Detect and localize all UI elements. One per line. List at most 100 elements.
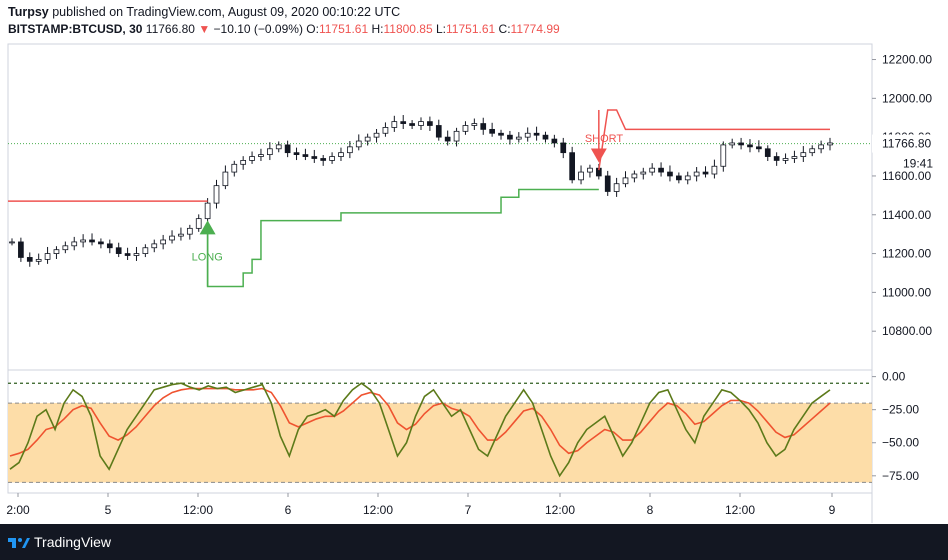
- publisher-name[interactable]: Turpsy: [8, 5, 49, 19]
- candle-body: [62, 245, 69, 251]
- x-tick-label: 6: [285, 503, 292, 517]
- candle-body: [18, 241, 24, 258]
- x-tick-label: 5: [105, 503, 112, 517]
- candle-body: [551, 138, 558, 144]
- candle-body: [533, 132, 540, 136]
- last-price-box: [872, 134, 948, 153]
- osc-zone: [8, 403, 872, 483]
- candle-body: [480, 123, 487, 130]
- candle-body: [498, 132, 504, 136]
- last-price: 11766.80: [145, 22, 195, 36]
- osc-tick-label: −75.00: [882, 469, 919, 483]
- candle-body: [809, 148, 816, 154]
- candle-body: [382, 127, 389, 134]
- x-tick-label: 2:00: [6, 503, 30, 517]
- candle-body: [711, 165, 718, 175]
- candle-body: [515, 136, 522, 140]
- candle-body: [400, 121, 407, 124]
- candle-body: [453, 130, 460, 142]
- candle-body: [391, 121, 398, 128]
- candle-body: [347, 146, 353, 154]
- long-stop-line: [206, 188, 599, 288]
- candle-body: [578, 171, 584, 181]
- candle-body: [693, 171, 700, 177]
- x-tick-label: 8: [647, 503, 654, 517]
- candle-body: [204, 202, 211, 220]
- high-value: 11800.85: [383, 22, 433, 36]
- candle-body: [258, 154, 264, 157]
- long-label: LONG: [192, 251, 223, 263]
- candle-body: [462, 125, 469, 132]
- candle-body: [115, 247, 122, 254]
- candle-body: [338, 152, 344, 157]
- candle-body: [124, 253, 131, 256]
- symbol-label[interactable]: BITSTAMP:BTCUSD, 30: [8, 22, 143, 36]
- candle-body: [800, 152, 807, 157]
- candle-body: [764, 148, 771, 157]
- price-tick-label: 10800.00: [882, 324, 932, 338]
- candle-body: [560, 142, 567, 154]
- x-tick-label: 12:00: [545, 503, 575, 517]
- candle-body: [676, 175, 682, 181]
- candle-body: [26, 257, 33, 262]
- candle-body: [373, 132, 380, 138]
- x-tick-label: 12:00: [183, 503, 213, 517]
- tradingview-brand[interactable]: TradingView: [34, 534, 112, 550]
- candle-body: [364, 136, 371, 142]
- price-chart[interactable]: 10800.00 11000.00 11200.00 11400.00 11600.00…: [0, 0, 948, 524]
- ohlc-legend: BITSTAMP:BTCUSD, 30 11766.80 ▼ −10.10 (−…: [8, 22, 560, 36]
- candle-body: [747, 144, 753, 148]
- candle-body: [613, 183, 620, 192]
- low-label: L:: [436, 22, 447, 36]
- candle-body: [178, 233, 184, 237]
- candle-body: [507, 134, 513, 140]
- candle-body: [542, 134, 549, 140]
- candle-body: [222, 171, 229, 187]
- candle-body: [791, 156, 798, 159]
- candle-body: [524, 132, 531, 138]
- candle-body: [427, 121, 433, 126]
- price-tick-label: 12000.00: [882, 91, 932, 105]
- published-text: published on TradingView.com, August 09,…: [52, 5, 401, 19]
- price-change: −10.10 (−0.09%): [213, 22, 303, 36]
- short-label: SHORT: [585, 133, 624, 145]
- candle-body: [231, 163, 238, 173]
- osc-tick-label: −25.00: [882, 403, 919, 417]
- price-tick-label: 11200.00: [882, 247, 931, 261]
- candle-body: [275, 144, 282, 150]
- x-tick-label: 12:00: [725, 503, 755, 517]
- osc-signal-line: [9, 387, 831, 457]
- last-price-label: 11766.80: [882, 137, 931, 151]
- countdown-label: 19:41: [903, 157, 933, 171]
- candle-body: [667, 171, 673, 177]
- candle-body: [702, 171, 709, 175]
- x-tick-label: 7: [465, 503, 472, 517]
- open-label: O:: [306, 22, 319, 36]
- candle-body: [355, 140, 362, 148]
- down-triangle-icon: ▼: [198, 22, 211, 36]
- candle-body: [151, 243, 158, 249]
- candle-body: [444, 136, 451, 142]
- candle-body: [311, 156, 318, 159]
- candle-body: [818, 144, 824, 150]
- close-label: C:: [498, 22, 511, 36]
- osc-tick-label: −50.00: [882, 436, 919, 450]
- candle-body: [604, 175, 611, 192]
- candle-body: [320, 158, 327, 161]
- short-stop-line: [598, 109, 830, 171]
- candle-body: [106, 243, 113, 249]
- open-value: 11751.61: [318, 22, 369, 36]
- high-label: H:: [371, 22, 384, 36]
- candle-body: [756, 146, 762, 150]
- candle-body: [720, 144, 727, 167]
- candle-body: [587, 167, 593, 173]
- candle-body: [133, 253, 140, 256]
- osc-tick-label: 0.00: [882, 370, 906, 384]
- price-tick-label: 11600.00: [882, 169, 931, 183]
- candle-body: [729, 142, 736, 146]
- candle-body: [293, 152, 300, 156]
- low-value: 11751.61: [446, 22, 496, 36]
- candle-body: [658, 167, 664, 173]
- candle-body: [649, 167, 656, 173]
- candle-body: [773, 156, 780, 161]
